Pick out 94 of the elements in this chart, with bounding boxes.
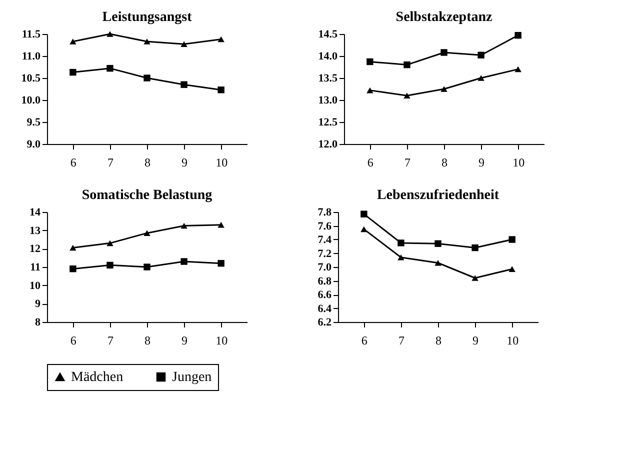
- legend-label: Mädchen: [71, 370, 124, 385]
- point: [70, 244, 76, 251]
- x-tick-label: 7: [107, 334, 114, 348]
- chart-title: Lebenszufriedenheit: [376, 188, 500, 203]
- x-tick-label: 8: [442, 156, 448, 170]
- y-tick-label: 7.8: [318, 206, 332, 218]
- point: [70, 68, 76, 76]
- x-tick-label: 7: [107, 156, 114, 170]
- point: [360, 226, 368, 232]
- chart-title: Somatische Belastung: [82, 188, 212, 203]
- point: [180, 258, 188, 265]
- x-tick-label: 10: [506, 334, 519, 348]
- x-tick-label: 9: [182, 156, 188, 170]
- x-tick-label: 9: [472, 334, 479, 348]
- point: [478, 75, 484, 81]
- point: [434, 260, 442, 266]
- x-tick-label: 8: [436, 334, 442, 348]
- y-tick-label: 12.0: [318, 138, 338, 150]
- y-tick-label: 7.6: [318, 220, 332, 232]
- point: [144, 38, 150, 44]
- x-tick-label: 6: [70, 156, 76, 170]
- y-tick-label: 7.2: [318, 248, 332, 260]
- point: [106, 31, 114, 37]
- y-tick-label: 9: [35, 298, 41, 310]
- point: [440, 49, 448, 56]
- point: [180, 222, 188, 229]
- y-tick-label: 7.4: [318, 234, 332, 246]
- y-tick-label: 6.2: [318, 316, 332, 328]
- point: [144, 264, 150, 270]
- point: [404, 61, 410, 68]
- y-tick-label: 13.5: [318, 72, 338, 84]
- y-tick-label: 12: [30, 243, 41, 256]
- legend-label: Jungen: [172, 370, 212, 385]
- point: [434, 240, 442, 247]
- point: [106, 64, 114, 72]
- point: [360, 210, 368, 218]
- point: [106, 262, 114, 269]
- x-tick-label: 6: [70, 334, 76, 348]
- x-tick-label: 10: [512, 156, 525, 170]
- y-tick-label: 14: [30, 206, 41, 218]
- point: [218, 222, 224, 228]
- y-tick-label: 8: [35, 316, 41, 328]
- y-tick-label: 10.0: [21, 94, 41, 106]
- y-tick-label: 13: [30, 224, 41, 237]
- chart-title: Leistungsangst: [102, 10, 192, 25]
- point: [180, 41, 188, 48]
- point: [366, 58, 374, 66]
- x-tick-label: 6: [361, 334, 368, 348]
- x-tick-label: 9: [478, 156, 485, 170]
- y-tick-label: 14.5: [318, 28, 338, 40]
- x-tick-label: 7: [398, 334, 404, 348]
- point: [398, 240, 404, 246]
- point: [508, 236, 516, 243]
- point: [514, 66, 522, 72]
- y-tick-label: 12.5: [318, 116, 338, 128]
- point: [404, 92, 410, 99]
- y-tick-label: 6.6: [318, 289, 332, 301]
- point: [70, 38, 76, 44]
- y-tick-label: 11: [30, 262, 40, 274]
- y-tick-label: 13.0: [318, 94, 338, 106]
- y-tick-label: 6.4: [318, 302, 332, 315]
- point: [472, 244, 478, 252]
- point: [218, 36, 224, 42]
- y-tick-label: 11.5: [22, 28, 41, 40]
- x-tick-label: 6: [367, 156, 374, 170]
- x-tick-label: 7: [404, 156, 410, 170]
- y-tick-label: 9.0: [26, 138, 41, 150]
- y-tick-label: 10.5: [21, 72, 41, 84]
- point: [398, 254, 404, 260]
- y-tick-label: 14.0: [318, 50, 338, 62]
- y-tick-label: 9.5: [26, 116, 41, 128]
- x-tick-label: 10: [216, 156, 228, 170]
- point: [366, 87, 374, 94]
- y-tick-label: 11.0: [22, 50, 41, 62]
- point: [472, 275, 478, 281]
- x-tick-label: 8: [144, 156, 150, 170]
- x-tick-label: 10: [216, 334, 228, 348]
- point: [514, 32, 522, 39]
- point: [144, 230, 150, 236]
- x-tick-label: 9: [182, 334, 188, 348]
- point: [440, 86, 448, 92]
- point: [70, 265, 76, 272]
- point: [144, 74, 150, 82]
- y-tick-label: 7.0: [318, 262, 332, 274]
- y-tick-label: 10: [30, 280, 41, 292]
- point: [218, 86, 224, 94]
- chart-title: Selbstakzeptanz: [396, 10, 492, 25]
- point: [218, 260, 224, 267]
- y-tick-label: 6.8: [318, 275, 332, 288]
- point: [180, 81, 188, 88]
- point: [478, 52, 484, 58]
- point: [508, 266, 516, 272]
- point: [106, 240, 114, 246]
- x-tick-label: 8: [144, 334, 150, 348]
